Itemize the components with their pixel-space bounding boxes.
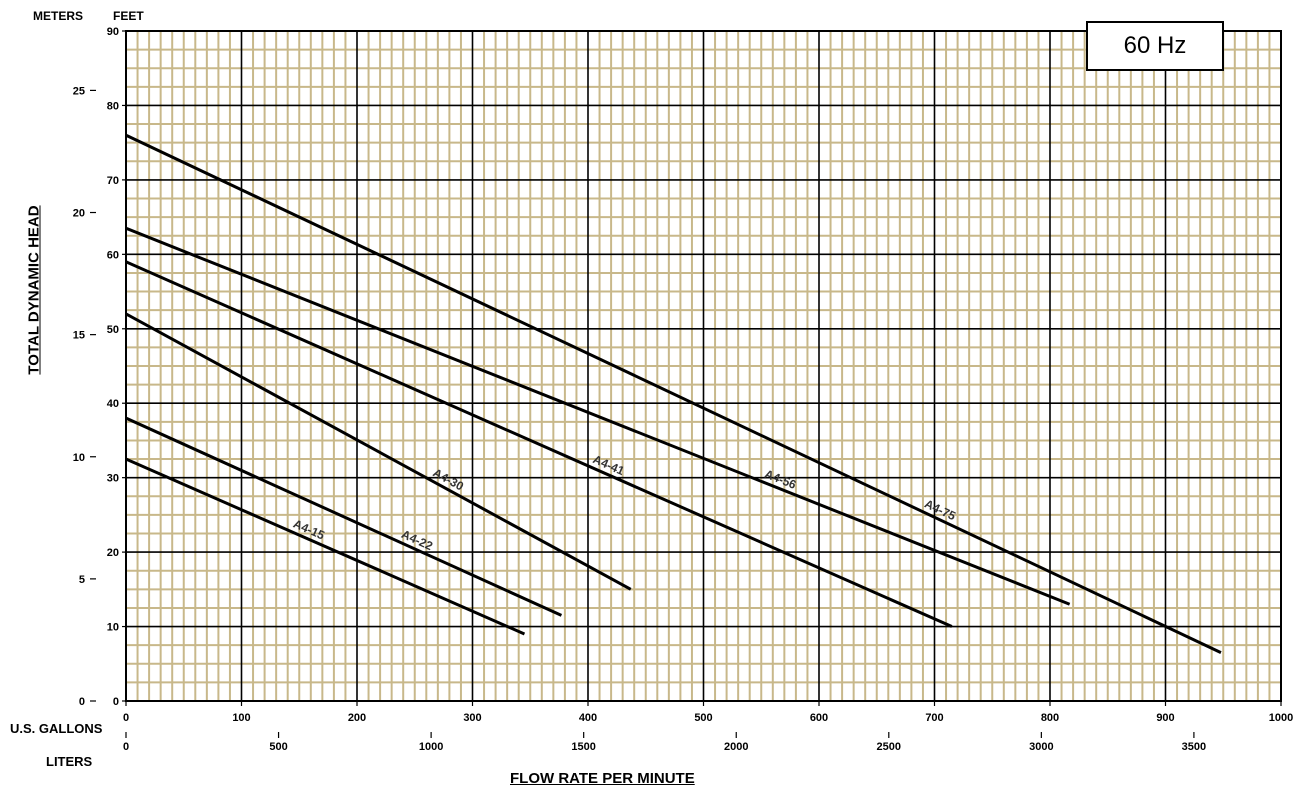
pump-curves [125, 133, 1222, 654]
frequency-badge: 60 Hz [1086, 21, 1224, 71]
pump-curve-a4-15 [125, 457, 526, 636]
tick-label-feet: 20 [107, 547, 119, 559]
tick-label-gallons: 800 [1041, 712, 1059, 724]
tick-label-feet: 70 [107, 175, 119, 187]
tick-label-feet: 0 [113, 696, 119, 708]
x-axis-title: FLOW RATE PER MINUTE [510, 770, 695, 787]
tick-label-feet: 90 [107, 26, 119, 38]
feet-axis-header: FEET [113, 9, 144, 23]
tick-label-meters: 25 [73, 85, 85, 97]
tick-label-feet: 60 [107, 249, 119, 261]
pump-curve-a4-30 [125, 312, 632, 591]
tick-label-meters: 10 [73, 452, 85, 464]
tick-label-gallons: 300 [463, 712, 481, 724]
tick-label-liters: 3500 [1182, 741, 1206, 753]
tick-label-gallons: 500 [694, 712, 712, 724]
tick-label-feet: 40 [107, 398, 119, 410]
tick-label-gallons: 600 [810, 712, 828, 724]
gallons-row-label: U.S. GALLONS [10, 721, 103, 736]
tick-label-liters: 1000 [419, 741, 443, 753]
tick-label-gallons: 1000 [1269, 712, 1293, 724]
pump-curve-a4-56 [125, 226, 1071, 606]
tick-label-liters: 1500 [571, 741, 595, 753]
y-axis-title: TOTAL DYNAMIC HEAD [25, 205, 43, 375]
tick-label-liters: 0 [123, 741, 129, 753]
tick-label-meters: 0 [79, 696, 85, 708]
tick-label-meters: 5 [79, 574, 85, 586]
tick-marks [90, 30, 1282, 738]
tick-label-feet: 80 [107, 100, 119, 112]
tick-label-liters: 2000 [724, 741, 748, 753]
tick-label-gallons: 900 [1156, 712, 1174, 724]
pump-curve-a4-22 [125, 416, 563, 617]
tick-label-feet: 30 [107, 473, 119, 485]
tick-label-gallons: 100 [232, 712, 250, 724]
tick-label-meters: 15 [73, 330, 85, 342]
liters-row-label: LITERS [46, 754, 93, 769]
pump-curve-a4-41 [125, 260, 953, 628]
tick-label-liters: 500 [269, 741, 287, 753]
tick-label-feet: 50 [107, 324, 119, 336]
tick-label-liters: 3000 [1029, 741, 1053, 753]
tick-label-gallons: 700 [925, 712, 943, 724]
tick-label-gallons: 200 [348, 712, 366, 724]
tick-label-liters: 2500 [877, 741, 901, 753]
meters-axis-header: METERS [33, 9, 84, 23]
tick-label-meters: 20 [73, 208, 85, 220]
tick-label-gallons: 0 [123, 712, 129, 724]
pump-curve-a4-75 [125, 133, 1222, 654]
tick-label-gallons: 400 [579, 712, 597, 724]
tick-label-feet: 10 [107, 622, 119, 634]
